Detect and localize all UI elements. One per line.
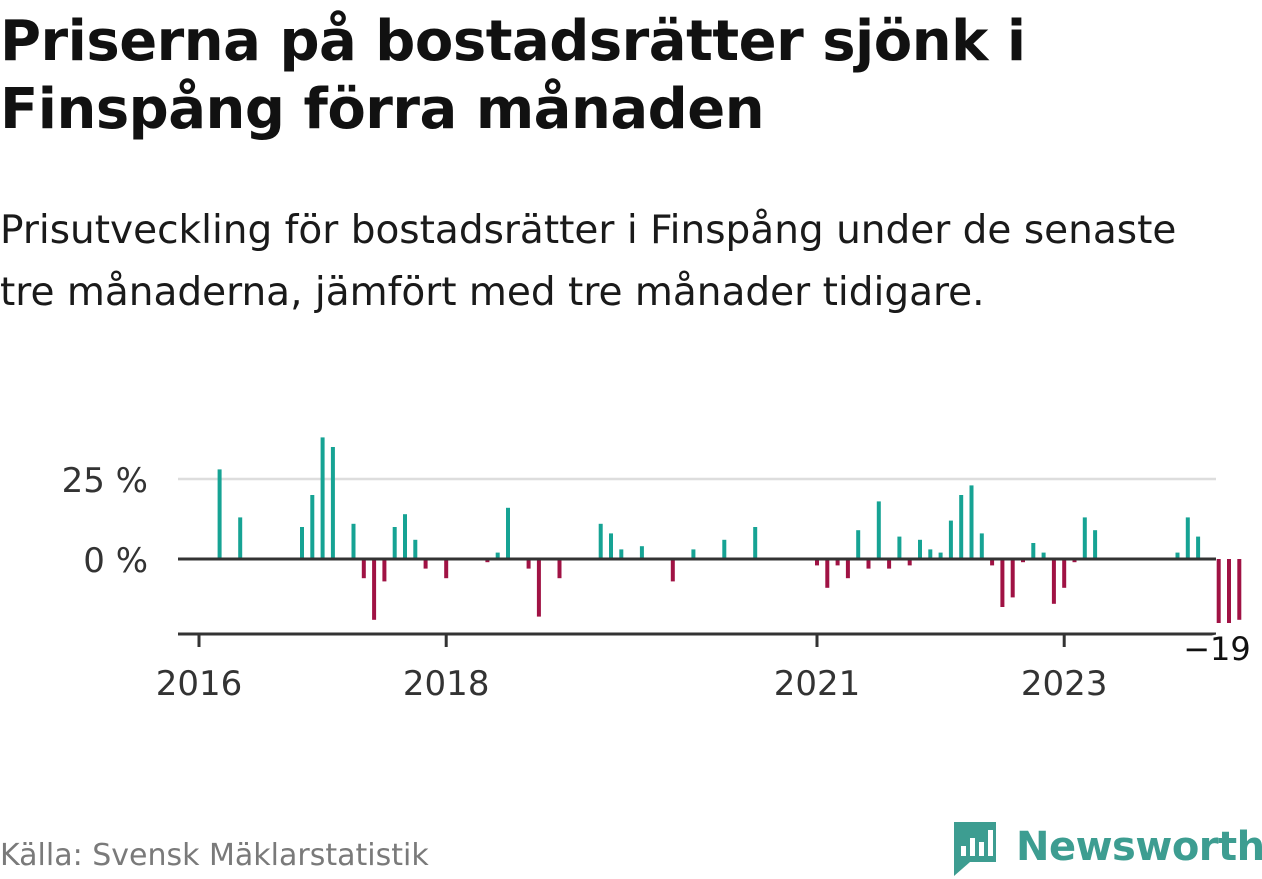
bar [969, 485, 974, 559]
newsworthy-logo: Newsworthy [950, 816, 1262, 878]
bar [609, 533, 613, 559]
bar [1216, 559, 1221, 623]
bar [990, 559, 995, 566]
bar [310, 495, 315, 559]
bar [382, 559, 387, 582]
bar [300, 527, 304, 559]
chart-subtitle: Prisutveckling för bostadsrätter i Finsp… [0, 208, 1177, 315]
x-tick-label: 2018 [403, 664, 490, 704]
bar [948, 520, 953, 559]
bar [1196, 536, 1201, 559]
bar [423, 559, 428, 569]
bar [691, 549, 696, 559]
bar [928, 549, 933, 559]
bar [897, 536, 902, 559]
x-tick-label: 2023 [1021, 664, 1108, 704]
newsworthy-icon [954, 822, 996, 876]
bar [887, 559, 892, 569]
bar [722, 539, 727, 559]
bar [444, 559, 449, 579]
bar [403, 514, 407, 559]
bar [639, 546, 644, 559]
bar [1031, 543, 1036, 559]
y-tick-label: 25 % [62, 461, 148, 501]
bar [979, 533, 984, 559]
bar [866, 559, 871, 569]
bar [413, 539, 418, 559]
brand-name: Newsworthy [1016, 824, 1262, 870]
bar [907, 559, 912, 566]
bar [1041, 552, 1046, 559]
bar [485, 559, 490, 563]
bar [1062, 559, 1067, 588]
bar [753, 527, 758, 559]
bar [815, 559, 819, 566]
bar [361, 559, 366, 579]
bar [330, 447, 335, 559]
source-note: Källa: Svensk Mäklarstatistik [0, 838, 429, 873]
y-tick-label: 0 % [83, 541, 148, 581]
bar [938, 552, 943, 559]
bar [1227, 559, 1231, 623]
bar [1010, 559, 1015, 598]
bar [1093, 530, 1098, 559]
bar [320, 437, 325, 559]
bar [526, 559, 531, 569]
bar [670, 559, 675, 582]
bar [825, 559, 830, 588]
bar [598, 523, 603, 559]
x-tick-label: 2016 [156, 664, 243, 704]
chart-title: Priserna på bostadsrätter sjönk i Finspå… [0, 9, 1026, 142]
bar [1175, 552, 1180, 559]
bar [1051, 559, 1056, 604]
bar [351, 523, 356, 559]
bar [1072, 559, 1077, 563]
bar [495, 552, 500, 559]
bar [835, 559, 840, 566]
bar [876, 501, 881, 559]
bar [619, 549, 624, 559]
bar [557, 559, 562, 579]
bar [1082, 517, 1087, 559]
bar [959, 495, 964, 559]
bar [1185, 517, 1190, 559]
bar [918, 539, 922, 559]
bar [845, 559, 850, 579]
bar [238, 517, 243, 559]
bar [1000, 559, 1005, 607]
bar [856, 530, 861, 559]
bar [1237, 559, 1242, 620]
bar [1021, 559, 1025, 563]
bar [506, 507, 510, 559]
last-value-label: −19 % [1183, 630, 1262, 668]
bar [217, 469, 222, 559]
bar [372, 559, 377, 620]
bar [536, 559, 541, 617]
bar [392, 527, 397, 559]
x-tick-label: 2021 [774, 664, 861, 704]
